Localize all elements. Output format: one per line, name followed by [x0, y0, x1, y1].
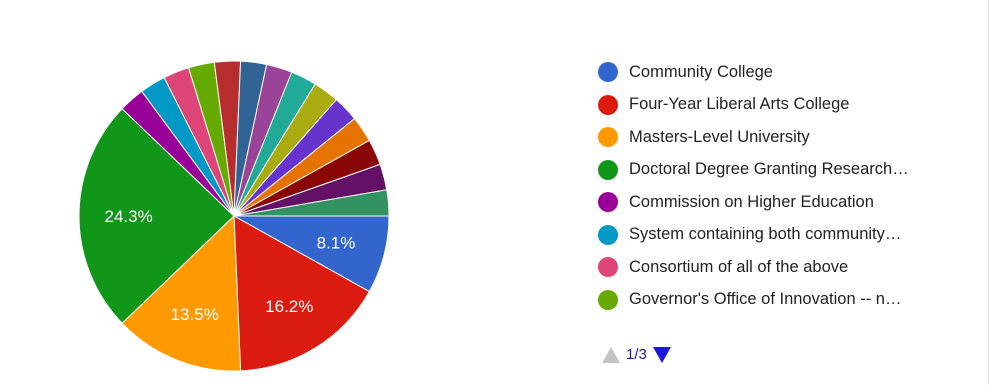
legend-swatch	[598, 289, 618, 310]
legend-swatch	[598, 94, 618, 115]
legend-item: Four-Year Liberal Arts College	[598, 89, 988, 122]
legend-label: Governor's Office of Innovation -- n…	[629, 290, 902, 309]
legend-item: Consortium of all of the above	[598, 251, 988, 284]
triangle-up-icon[interactable]	[602, 346, 620, 363]
chart-legend: Community College Four-Year Liberal Arts …	[598, 56, 988, 316]
legend-item: Masters-Level University	[598, 121, 988, 154]
legend-label: Consortium of all of the above	[629, 257, 849, 276]
legend-swatch	[598, 159, 618, 180]
legend-swatch	[598, 127, 618, 148]
pie-slice[interactable]	[78, 108, 235, 324]
legend-label: Commission on Higher Education	[629, 192, 874, 211]
legend-swatch	[598, 257, 618, 278]
triangle-down-icon[interactable]	[652, 346, 671, 363]
legend-label: Doctoral Degree Granting Research…	[629, 160, 909, 179]
legend-item: Doctoral Degree Granting Research…	[598, 154, 988, 187]
legend-item: Governor's Office of Innovation -- n…	[598, 284, 988, 317]
legend-item: Community College	[598, 56, 988, 89]
legend-label: Four-Year Liberal Arts College	[629, 95, 850, 114]
pie-slice[interactable]	[233, 215, 370, 372]
slice-label: 16.2%	[265, 297, 313, 316]
pie-chart: 8.1% 16.2% 13.5% 24.3%	[78, 60, 390, 372]
slice-label: 24.3%	[104, 207, 152, 226]
legend-label: Masters-Level University	[629, 127, 810, 146]
slice-label: 8.1%	[317, 234, 356, 253]
pie-slice[interactable]	[233, 189, 390, 217]
legend-swatch	[598, 224, 618, 245]
legend-item: System containing both community…	[598, 219, 988, 252]
legend-swatch	[598, 192, 618, 213]
legend-label: Community College	[629, 62, 773, 81]
pager-text: 1/3	[626, 346, 647, 363]
legend-label: System containing both community…	[629, 225, 902, 244]
legend-item: Commission on Higher Education	[598, 186, 988, 219]
slice-label: 13.5%	[171, 305, 219, 324]
pie-slice[interactable]	[121, 214, 242, 372]
legend-pager: 1/3	[602, 346, 671, 363]
legend-swatch	[598, 62, 618, 83]
